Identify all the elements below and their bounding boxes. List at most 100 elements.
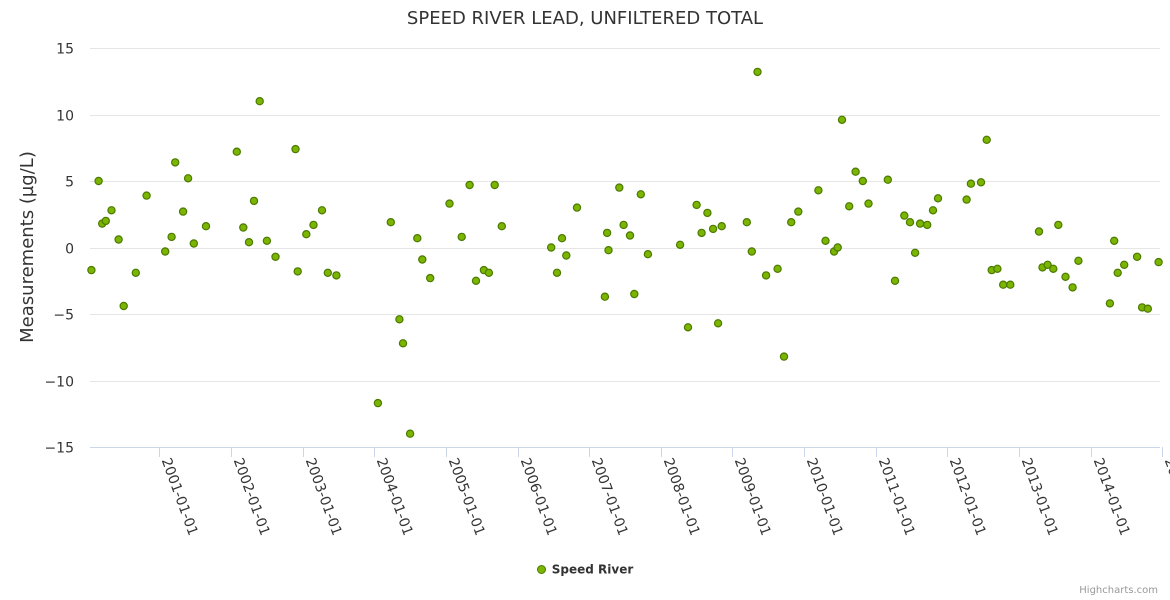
data-point xyxy=(119,301,128,311)
x-tick-label: 2013-01-01 xyxy=(1018,456,1061,538)
data-point xyxy=(323,268,332,277)
data-point xyxy=(114,235,123,244)
data-point xyxy=(1105,299,1115,308)
x-tick-label: 2003-01-01 xyxy=(302,456,345,538)
data-point xyxy=(821,236,830,245)
y-tick-label: 0 xyxy=(65,242,74,258)
data-point xyxy=(600,292,610,301)
data-point xyxy=(1154,257,1163,267)
data-point xyxy=(160,247,170,256)
data-point xyxy=(966,179,976,188)
x-tick-label: 2011-01-01 xyxy=(875,456,918,538)
data-point xyxy=(976,178,986,187)
data-point xyxy=(178,207,188,216)
x-tick-label: 2012-01-01 xyxy=(946,456,989,538)
y-tick-label: −15 xyxy=(44,441,74,457)
data-point xyxy=(249,196,259,206)
data-point xyxy=(962,195,971,204)
y-axis-label: Measurements (µg/L) xyxy=(17,151,38,343)
data-point xyxy=(713,319,723,328)
data-point xyxy=(291,144,300,154)
data-point xyxy=(1143,304,1153,313)
x-tick-label: 2007-01-01 xyxy=(588,456,631,538)
y-tick-label: 5 xyxy=(65,175,74,191)
data-point xyxy=(915,219,925,228)
data-point xyxy=(999,280,1008,289)
data-point xyxy=(905,217,915,227)
data-point xyxy=(833,243,842,252)
data-point xyxy=(982,135,991,144)
data-point xyxy=(386,217,395,227)
data-point xyxy=(883,175,893,184)
data-point xyxy=(837,115,847,125)
data-point xyxy=(858,176,868,186)
data-point xyxy=(572,203,582,212)
x-tick-label: 2014-01-01 xyxy=(1090,456,1133,538)
data-point xyxy=(779,352,789,361)
data-point xyxy=(167,232,176,242)
data-point xyxy=(255,96,264,106)
data-point xyxy=(101,216,111,226)
credits-link[interactable]: Highcharts.com xyxy=(1079,585,1158,596)
x-tick-label: 2009-01-01 xyxy=(731,456,774,538)
data-point xyxy=(457,232,466,242)
data-point xyxy=(900,211,909,220)
data-point xyxy=(717,221,726,231)
data-point xyxy=(557,233,567,243)
data-point xyxy=(602,228,612,238)
x-tick-label: 2010-01-01 xyxy=(803,456,846,538)
data-point xyxy=(131,268,140,277)
data-point xyxy=(993,264,1002,273)
data-point xyxy=(747,247,757,256)
data-point xyxy=(1068,283,1077,292)
data-point xyxy=(94,176,103,186)
data-point xyxy=(933,194,943,203)
data-point xyxy=(643,249,653,259)
data-point xyxy=(1074,256,1083,265)
data-point xyxy=(1132,252,1142,261)
data-point xyxy=(773,264,782,273)
data-point xyxy=(890,276,900,285)
data-point xyxy=(761,271,771,280)
data-point xyxy=(625,231,635,240)
data-point xyxy=(604,245,613,255)
data-point xyxy=(317,206,327,215)
data-point xyxy=(1054,220,1063,230)
data-point xyxy=(794,207,803,216)
legend-label: Speed River xyxy=(551,562,634,577)
data-points xyxy=(87,67,1163,438)
data-point xyxy=(692,200,701,210)
data-point xyxy=(262,236,272,245)
data-point xyxy=(471,276,481,285)
data-point xyxy=(675,240,685,249)
y-tick-label: −5 xyxy=(53,308,74,324)
data-point xyxy=(753,67,762,77)
data-point xyxy=(373,398,383,408)
data-point xyxy=(426,273,435,283)
data-point xyxy=(170,158,180,167)
data-point xyxy=(864,199,873,208)
legend[interactable]: Speed River xyxy=(0,562,1170,577)
y-tick-label: 15 xyxy=(56,42,74,58)
y-axis: −15 −10 −5 0 5 10 15 xyxy=(44,42,74,457)
data-point xyxy=(787,217,796,227)
data-point xyxy=(1049,264,1058,273)
data-point xyxy=(490,180,499,190)
data-point xyxy=(183,174,193,183)
data-point xyxy=(239,223,248,232)
data-point xyxy=(189,239,198,248)
data-point xyxy=(845,202,854,211)
data-point xyxy=(1006,280,1015,289)
data-point xyxy=(615,183,624,192)
x-tick-label: 2015-01-01 xyxy=(1161,456,1170,538)
data-point xyxy=(232,147,241,156)
data-point xyxy=(293,267,302,276)
data-point xyxy=(636,190,646,199)
data-point xyxy=(413,233,422,243)
y-tick-label: 10 xyxy=(56,109,74,125)
data-point xyxy=(552,268,562,277)
x-tick-label: 2006-01-01 xyxy=(517,456,560,538)
data-point xyxy=(630,289,639,299)
data-point xyxy=(87,265,96,275)
x-tick-label: 2008-01-01 xyxy=(660,456,703,538)
